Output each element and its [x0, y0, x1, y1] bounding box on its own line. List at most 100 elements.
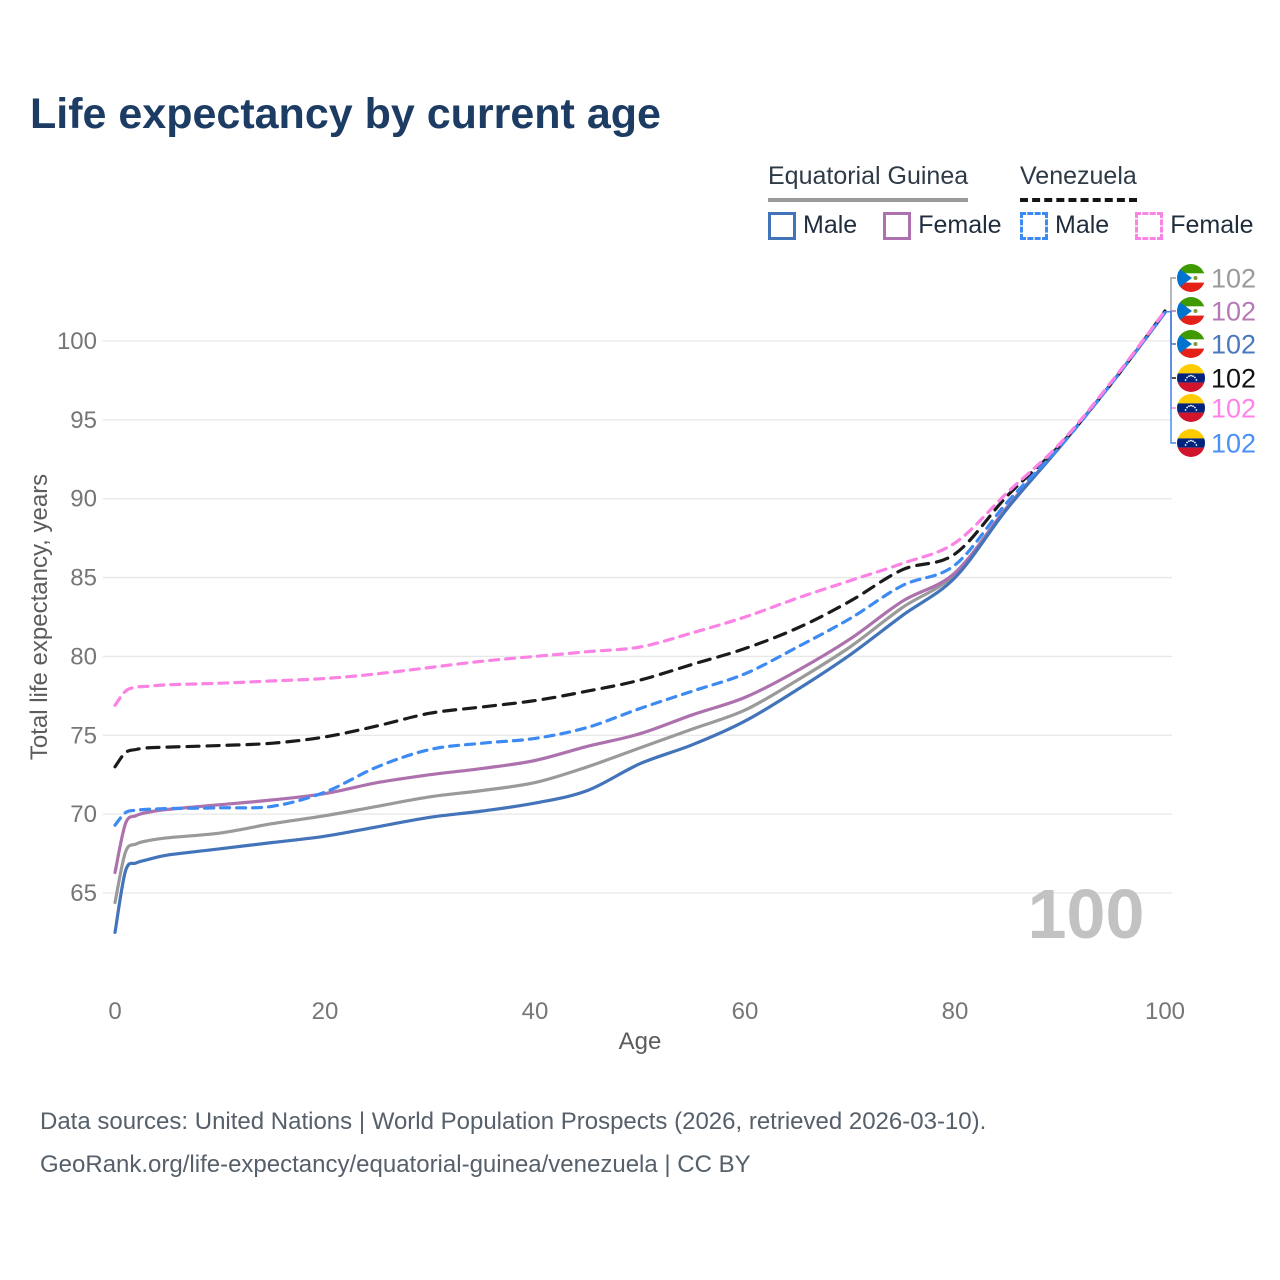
series-line-eg-male[interactable] [113, 311, 1167, 934]
flag-stripe-red [1177, 382, 1205, 392]
flag-stripe-red [1177, 348, 1205, 358]
flag-star [1192, 440, 1194, 442]
flag-stripe-blue [1177, 373, 1205, 383]
footer-attribution: GeoRank.org/life-expectancy/equatorial-g… [40, 1151, 751, 1178]
legend-label: Male [803, 211, 858, 239]
watermark-age: 100 [1028, 875, 1145, 953]
legend-item-eg-male[interactable]: Male [768, 211, 857, 240]
flag-stripe-blue [1177, 403, 1205, 413]
eg-male-swatch [768, 211, 796, 240]
y-tick-95: 95 [70, 407, 97, 434]
flag-icon-equatorial-guinea [1177, 330, 1205, 358]
y-tick-80: 80 [70, 643, 97, 670]
flag-icon-equatorial-guinea [1177, 264, 1205, 292]
y-tick-65: 65 [70, 880, 97, 907]
flag-star [1192, 405, 1194, 407]
flag-icon-equatorial-guinea [1177, 297, 1205, 325]
flag-stripe-red [1177, 282, 1205, 292]
flag-stripe-green [1177, 264, 1205, 274]
legend-group-equatorial-guinea: Equatorial Guinea Male Female [768, 162, 1002, 240]
legend-item-ve-male[interactable]: Male [1020, 211, 1109, 240]
flag-triangle-blue [1177, 300, 1192, 322]
end-label-connector-eg-total [1165, 277, 1176, 313]
legend-item-eg-female[interactable]: Female [883, 211, 1002, 240]
end-label-value-ve-male: 102 [1211, 429, 1256, 459]
end-label-value-eg-female: 102 [1211, 297, 1256, 327]
eg-female-swatch [883, 211, 912, 240]
flag-star [1184, 379, 1187, 381]
ve-female-swatch [1135, 211, 1164, 240]
flag-star [1192, 375, 1194, 377]
flag-stripe-red [1177, 412, 1205, 422]
footer: Data sources: United Nations | World Pop… [40, 1100, 986, 1186]
flag-star [1194, 376, 1196, 379]
flag-star [1186, 441, 1188, 444]
flag-stripe-blue [1177, 438, 1205, 448]
flag-stripe-red [1177, 315, 1205, 325]
x-tick-0: 0 [108, 998, 121, 1025]
flag-stripes [1177, 330, 1205, 358]
x-tick-40: 40 [522, 998, 549, 1025]
flag-icon-venezuela [1177, 364, 1205, 392]
series-line-ve-total[interactable] [113, 309, 1167, 769]
ve-male-swatch [1020, 211, 1048, 240]
legend-label: Female [1170, 211, 1254, 239]
x-axis-title: Age [619, 1028, 662, 1055]
y-axis-title: Total life expectancy, years [26, 474, 53, 760]
flag-star [1190, 374, 1192, 377]
flag-stripe-yellow [1177, 364, 1205, 374]
flag-stripe-yellow [1177, 429, 1205, 439]
flag-star [1184, 409, 1187, 411]
flag-star [1188, 440, 1190, 442]
flag-stripes [1177, 429, 1205, 457]
flag-star [1194, 441, 1196, 444]
flag-triangle-blue [1177, 267, 1192, 289]
end-label-value-eg-total: 102 [1211, 264, 1256, 294]
x-tick-100: 100 [1145, 998, 1185, 1025]
flag-star [1186, 406, 1188, 409]
series-line-ve-female[interactable] [113, 309, 1167, 707]
flag-star [1186, 376, 1188, 379]
y-tick-85: 85 [70, 565, 97, 592]
end-label-value-ve-female: 102 [1211, 394, 1256, 424]
legend-label: Female [918, 211, 1002, 239]
flag-star [1190, 439, 1192, 442]
line-chart: 65 70 75 80 85 90 95 100 100 0 20 40 60 80 100 Age Total… [26, 264, 1256, 1056]
flag-stripe-yellow [1177, 394, 1205, 404]
flag-stripes [1177, 297, 1205, 325]
page-title: Life expectancy by current age [30, 90, 661, 138]
flag-stripes [1177, 264, 1205, 292]
legend-label: Male [1055, 211, 1110, 239]
end-label-value-eg-male: 102 [1211, 330, 1256, 360]
legend-item-ve-female[interactable]: Female [1135, 211, 1254, 240]
x-tick-20: 20 [312, 998, 339, 1025]
flag-stripes [1177, 394, 1205, 422]
y-tick-70: 70 [70, 801, 97, 828]
flag-star [1188, 405, 1190, 407]
flag-coat-of-arms [1193, 309, 1198, 313]
end-label-value-ve-total: 102 [1211, 364, 1256, 394]
flag-star [1184, 444, 1187, 446]
flag-star [1195, 379, 1198, 381]
series-line-ve-male[interactable] [113, 311, 1167, 827]
flag-coat-of-arms [1193, 276, 1198, 280]
flag-star [1195, 409, 1198, 411]
flag-coat-of-arms [1193, 342, 1198, 346]
y-tick-90: 90 [70, 486, 97, 513]
legend-group-venezuela: Venezuela Male Female [1020, 162, 1254, 240]
x-tick-80: 80 [942, 998, 969, 1025]
legend-country-equatorial-guinea: Equatorial Guinea [768, 162, 969, 202]
x-tick-60: 60 [732, 998, 759, 1025]
flag-triangle-blue [1177, 333, 1192, 355]
legend-country-venezuela: Venezuela [1020, 162, 1137, 202]
flag-stripe-green [1177, 330, 1205, 340]
flag-stripe-red [1177, 447, 1205, 457]
flag-stripes [1177, 364, 1205, 392]
flag-star [1195, 444, 1198, 446]
y-tick-100: 100 [57, 328, 97, 355]
y-tick-75: 75 [70, 722, 97, 749]
flag-stripe-green [1177, 297, 1205, 307]
series-line-eg-female[interactable] [113, 311, 1167, 875]
end-label-connector-ve-male [1165, 311, 1176, 444]
